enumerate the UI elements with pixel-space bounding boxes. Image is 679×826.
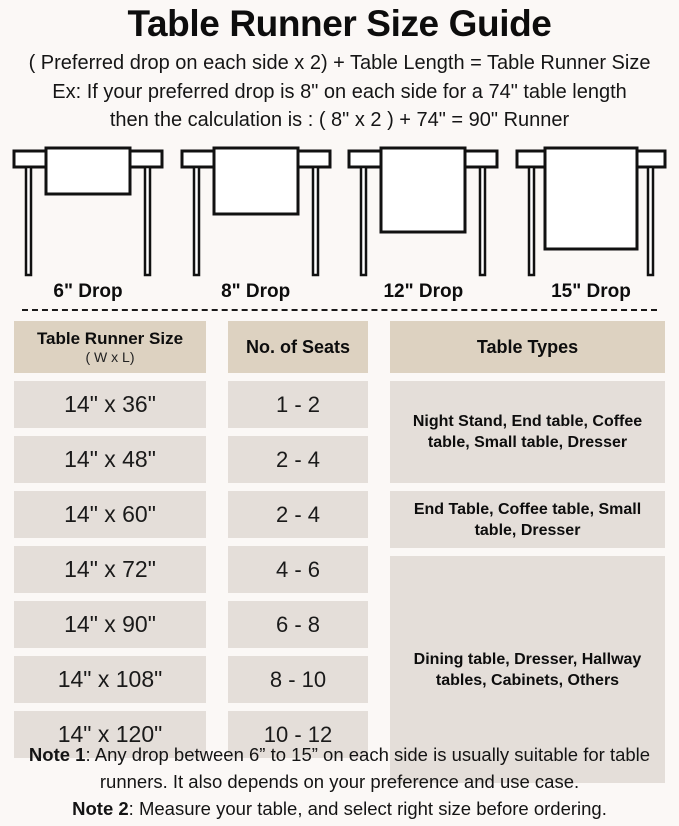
header-table-types: Table Types xyxy=(390,321,665,373)
table-row: 6 - 8 xyxy=(228,601,368,648)
table-row: 10 - 12 xyxy=(228,711,368,758)
column-runner-size: Table Runner Size ( W x L) 14" x 36" 14"… xyxy=(14,321,206,791)
drop-label-15: 15" Drop xyxy=(551,281,631,302)
header-runner-size-subtitle: ( W x L) xyxy=(85,349,135,365)
header-runner-size: Table Runner Size ( W x L) xyxy=(14,321,206,373)
page-title: Table Runner Size Guide xyxy=(127,3,552,44)
table-row: 1 - 2 xyxy=(228,381,368,428)
table-drop-diagram-12 xyxy=(341,143,505,285)
table-with-runner-illustration xyxy=(180,146,332,277)
formula-text: ( Preferred drop on each side x 2) + Tab… xyxy=(28,52,651,74)
table-row: 14" x 60" xyxy=(14,491,206,538)
table-row: 2 - 4 xyxy=(228,491,368,538)
table-types-block-2: End Table, Coffee table, Small table, Dr… xyxy=(390,491,665,548)
note-2: Note 2: Measure your table, and select r… xyxy=(6,795,673,822)
header-seats: No. of Seats xyxy=(228,321,368,373)
notes-section: Note 1: Any drop between 6” to 15” on ea… xyxy=(0,741,679,822)
table-types-block-3: Dining table, Dresser, Hallway tables, C… xyxy=(390,556,665,783)
table-row: 8 - 10 xyxy=(228,656,368,703)
table-row: 14" x 36" xyxy=(14,381,206,428)
note-2-text: : Measure your table, and select right s… xyxy=(128,798,607,819)
column-seats: No. of Seats 1 - 2 2 - 4 2 - 4 4 - 6 6 -… xyxy=(228,321,368,791)
table-with-runner-illustration xyxy=(347,146,499,277)
example-line-2: then the calculation is : ( 8" x 2 ) + 7… xyxy=(109,109,570,131)
drop-label-8: 8" Drop xyxy=(221,281,291,302)
table-with-runner-illustration xyxy=(515,146,667,277)
table-row: 14" x 48" xyxy=(14,436,206,483)
table-row: 14" x 72" xyxy=(14,546,206,593)
header-table-types-title: Table Types xyxy=(476,336,579,357)
column-table-types: Table Types Night Stand, End table, Coff… xyxy=(390,321,665,791)
table-drop-diagram-15 xyxy=(509,143,673,285)
table-row: 14" x 90" xyxy=(14,601,206,648)
table-row: 14" x 120" xyxy=(14,711,206,758)
table-types-block-1: Night Stand, End table, Coffee table, Sm… xyxy=(390,381,665,483)
table-row: 14" x 108" xyxy=(14,656,206,703)
header: Table Runner Size Guide ( Preferred drop… xyxy=(0,0,679,133)
table-row: 4 - 6 xyxy=(228,546,368,593)
example-line-1: Ex: If your preferred drop is 8" on each… xyxy=(52,81,627,103)
drop-label-12: 12" Drop xyxy=(383,281,464,302)
table-drop-diagram-8 xyxy=(174,143,338,285)
note-1: Note 1: Any drop between 6” to 15” on ea… xyxy=(6,741,673,795)
section-divider xyxy=(22,309,657,311)
note-2-label: Note 2 xyxy=(72,798,129,819)
header-seats-title: No. of Seats xyxy=(245,336,351,357)
drop-label-row: 6" Drop 8" Drop 12" Drop 15" Drop xyxy=(0,281,679,303)
header-runner-size-title: Table Runner Size xyxy=(36,329,184,348)
table-row: 2 - 4 xyxy=(228,436,368,483)
note-1-label: Note 1 xyxy=(28,744,86,765)
drop-label-6: 6" Drop xyxy=(53,281,123,302)
table-with-runner-illustration xyxy=(12,146,164,277)
drop-diagrams xyxy=(0,143,679,285)
table-drop-diagram-6 xyxy=(6,143,170,285)
size-table: Table Runner Size ( W x L) 14" x 36" 14"… xyxy=(0,321,679,791)
note-1-text: : Any drop between 6” to 15” on each sid… xyxy=(85,744,651,792)
